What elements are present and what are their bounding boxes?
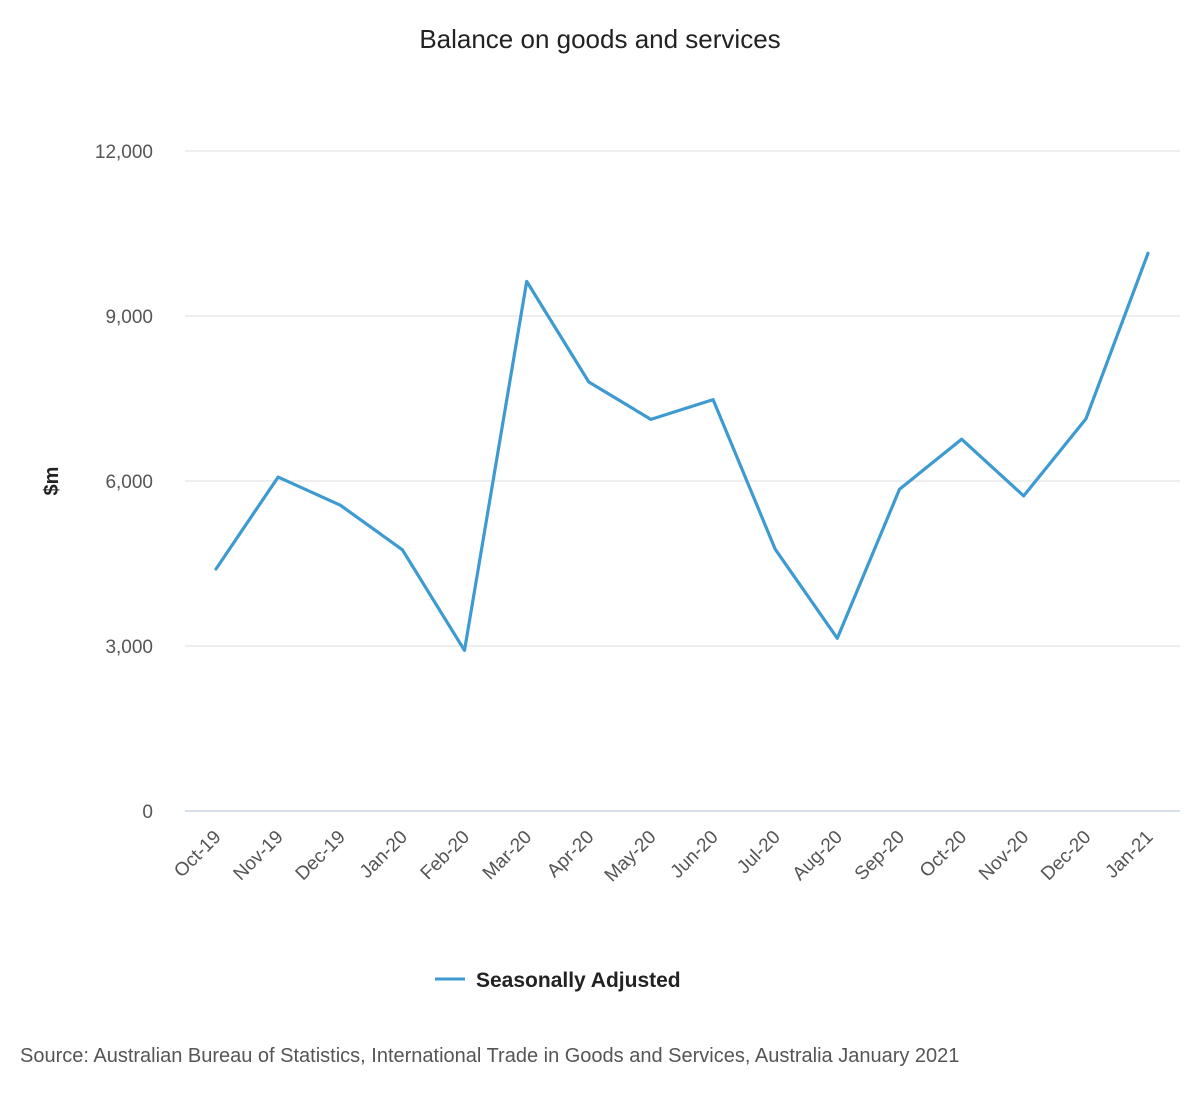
x-tick-label: Jan-20 xyxy=(356,827,412,883)
x-tick-label: Oct-19 xyxy=(170,827,225,882)
x-tick-label: Aug-20 xyxy=(789,827,847,885)
legend-label: Seasonally Adjusted xyxy=(476,969,681,992)
x-axis-ticks: Oct-19 Nov-19 Dec-19 Jan-20 Feb-20 Mar-20 Apr-… xyxy=(170,827,1157,887)
x-tick-label: Jul-20 xyxy=(733,827,784,878)
x-tick-label: Oct-20 xyxy=(916,827,971,882)
x-tick-label: Jan-21 xyxy=(1102,827,1158,883)
y-axis-ticks: 0 3,000 6,000 9,000 12,000 xyxy=(95,142,153,823)
x-tick-label: Apr-20 xyxy=(543,827,598,882)
y-tick-label: 6,000 xyxy=(105,472,153,493)
x-tick-label: Sep-20 xyxy=(851,827,909,885)
series-line xyxy=(214,251,1150,653)
series-lines xyxy=(214,251,1150,653)
x-tick-label: Mar-20 xyxy=(479,827,536,884)
x-tick-label: Dec-20 xyxy=(1037,827,1095,885)
y-tick-label: 9,000 xyxy=(105,307,153,328)
y-tick-label: 12,000 xyxy=(95,142,153,163)
x-tick-label: Feb-20 xyxy=(417,827,474,884)
gridlines xyxy=(185,150,1180,812)
y-axis-label: $m xyxy=(41,467,63,496)
x-tick-label: Nov-19 xyxy=(230,827,288,885)
x-tick-label: Nov-20 xyxy=(975,827,1033,885)
source-note: Source: Australian Bureau of Statistics,… xyxy=(20,1045,959,1067)
x-tick-label: Dec-19 xyxy=(292,827,350,885)
y-tick-label: 3,000 xyxy=(105,637,153,658)
y-tick-label: 0 xyxy=(142,802,153,823)
x-tick-label: May-20 xyxy=(601,827,661,887)
legend: Seasonally Adjusted xyxy=(435,969,681,992)
x-tick-label: Jun-20 xyxy=(667,827,723,883)
chart-title: Balance on goods and services xyxy=(419,24,780,54)
